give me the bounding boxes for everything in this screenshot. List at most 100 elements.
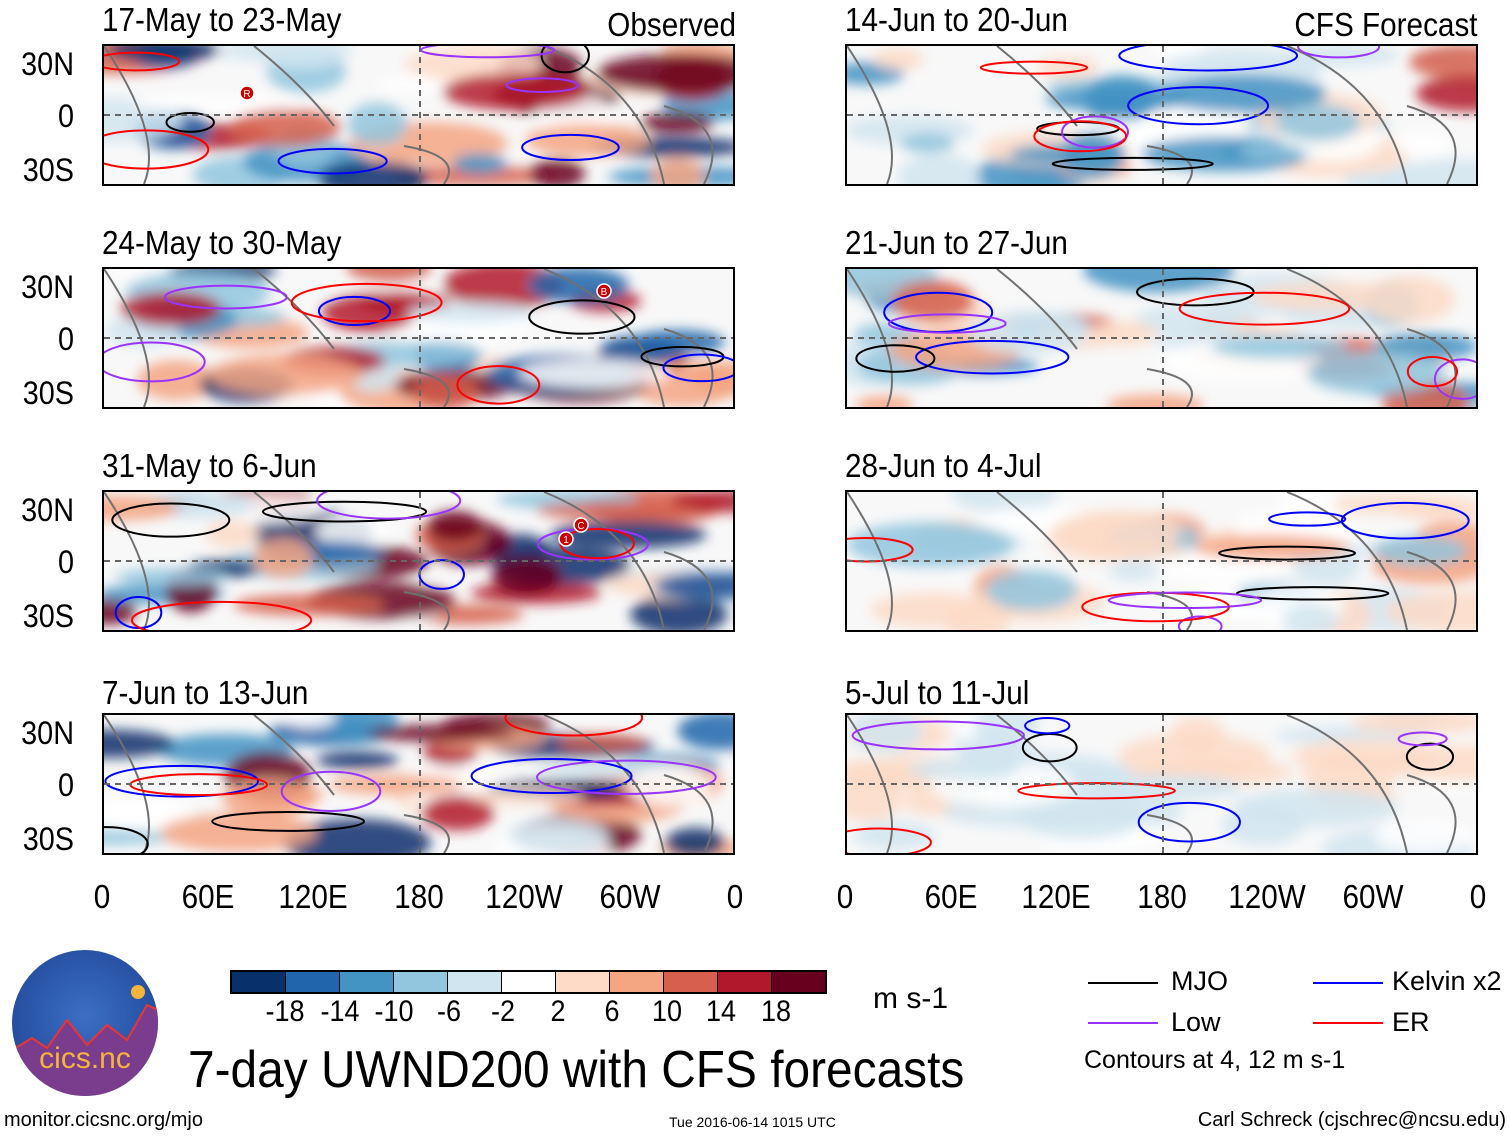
y-tick-label: 30S (22, 152, 74, 188)
colorbar-swatch (718, 972, 772, 992)
wave-contour (1107, 591, 1263, 610)
anomaly-shading (412, 373, 479, 407)
anomaly-shading (873, 47, 924, 71)
wave-contour (847, 827, 932, 853)
observed-map-panel: R (102, 44, 735, 186)
colorbar-swatch (286, 972, 340, 992)
anomaly-shading (1416, 75, 1476, 112)
anomaly-shading (282, 715, 337, 728)
anomaly-shading (229, 108, 341, 147)
coastline (1286, 715, 1408, 853)
coastline (663, 774, 714, 853)
wave-contour (104, 341, 206, 383)
anomaly-shading (1057, 510, 1182, 553)
anomaly-shading (115, 568, 230, 587)
wind-anomaly-map: R (104, 46, 733, 184)
anomaly-shading (1384, 591, 1476, 630)
observed-map-panel (102, 713, 735, 855)
anomaly-shading (405, 302, 535, 323)
anomaly-shading (892, 280, 975, 322)
colorbar-swatch (394, 972, 448, 992)
footer-url[interactable]: monitor.cicsnc.org/mjo (4, 1109, 203, 1131)
cics-logo: cics.nc (12, 950, 158, 1096)
wave-contour (280, 770, 382, 812)
colorbar-label: -18 (265, 995, 305, 1028)
anomaly-shading (347, 102, 408, 146)
forecast-map-panel (845, 490, 1478, 632)
anomaly-shading (104, 598, 137, 625)
panel-title: 7-Jun to 13-Jun (102, 674, 309, 711)
legend-line-kelvin (1313, 982, 1383, 984)
anomaly-shading (557, 734, 647, 752)
wave-contour (104, 129, 210, 170)
anomaly-shading (452, 153, 507, 174)
logo-mountains-icon (12, 985, 158, 1096)
wave-contour (1051, 156, 1214, 171)
wave-contour (1405, 742, 1455, 771)
anomaly-shading (1021, 801, 1140, 840)
wave-contour (915, 339, 1070, 375)
anomaly-shading (677, 715, 733, 750)
coastline (847, 715, 893, 853)
wave-contour (1340, 501, 1470, 540)
coastline (403, 145, 450, 184)
wind-anomaly-map (847, 492, 1476, 630)
colorbar-label: -10 (374, 995, 414, 1028)
anomaly-shading (205, 519, 261, 549)
wave-contour (847, 536, 914, 563)
wave-contour (211, 811, 366, 832)
anomaly-shading (318, 160, 429, 184)
y-tick-label: 30N (21, 715, 74, 751)
colorbar-swatch (664, 972, 718, 992)
anomaly-shading (847, 521, 1014, 568)
anomaly-shading (1291, 738, 1439, 772)
colorbar-swatch (502, 972, 556, 992)
wave-contour (290, 282, 443, 323)
coastline (1406, 105, 1457, 184)
x-tick-label: 0 (93, 878, 111, 915)
wave-contour (1024, 717, 1071, 735)
anomaly-shading (1159, 74, 1327, 114)
y-tick-label: 30S (22, 821, 74, 857)
x-tick-label: 0 (1469, 878, 1487, 915)
colorbar-units: m s-1 (873, 982, 948, 1015)
coastline (1286, 46, 1408, 184)
forecast-header: CFS Forecast (1294, 6, 1478, 43)
anomaly-shading (1087, 774, 1242, 802)
wave-contour (1433, 358, 1476, 400)
coastline (1286, 492, 1408, 630)
coastline (996, 492, 1078, 573)
wave-contour (456, 365, 541, 405)
anomaly-shading (525, 123, 650, 157)
coastline (847, 269, 893, 407)
anomaly-shading (1408, 46, 1476, 80)
anomaly-shading (208, 354, 363, 395)
anomaly-shading (491, 557, 562, 596)
anomaly-shading (136, 360, 217, 401)
wave-contour (163, 284, 288, 310)
legend-line-low (1088, 1022, 1158, 1024)
x-tick-label: 120W (485, 878, 563, 915)
wave-contour (887, 313, 1007, 334)
colorbar-label: 6 (604, 995, 620, 1028)
wave-contour (104, 826, 149, 853)
anomaly-shading (596, 53, 733, 93)
coastline (663, 105, 714, 184)
colorbar-label: -2 (490, 995, 516, 1028)
wave-contour (111, 502, 231, 538)
colorbar (230, 970, 827, 994)
wave-contour (130, 600, 313, 630)
wave-contour (1397, 731, 1448, 747)
wave-contour (1268, 511, 1347, 527)
observed-header: Observed (607, 6, 736, 43)
anomaly-shading (665, 827, 725, 853)
colorbar-swatch (772, 972, 825, 992)
anomaly-shading (898, 153, 981, 184)
wind-anomaly-map (104, 715, 733, 853)
y-tick-label: 30N (21, 46, 74, 82)
x-tick-label: 120W (1228, 878, 1306, 915)
wave-contour (535, 759, 717, 795)
anomaly-shading (104, 495, 180, 522)
figure-title: 7-day UWND200 with CFS forecasts (188, 1041, 965, 1099)
coastline (663, 328, 714, 407)
